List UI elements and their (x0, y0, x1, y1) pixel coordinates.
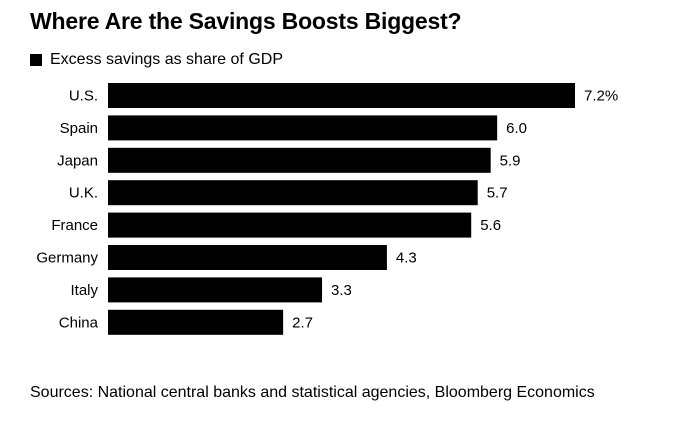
source-note: Sources: National central banks and stat… (30, 384, 595, 401)
bar (108, 83, 575, 108)
bar (108, 147, 491, 173)
bar (108, 180, 478, 206)
category-label: France (51, 217, 98, 234)
value-label: 2.7 (292, 314, 313, 331)
value-label: 5.7 (487, 185, 508, 202)
bar (108, 245, 387, 270)
legend: Excess savings as share of GDP (30, 51, 283, 69)
bar (108, 277, 323, 303)
category-label: U.K. (69, 185, 98, 202)
bar (108, 309, 284, 335)
category-label: U.S. (69, 88, 98, 105)
category-label: China (59, 314, 99, 331)
category-label: Germany (36, 250, 98, 267)
bar (108, 115, 498, 141)
value-label: 6.0 (506, 120, 527, 137)
legend-swatch (30, 54, 42, 66)
value-label: 4.3 (396, 250, 417, 267)
legend-label: Excess savings as share of GDP (50, 51, 283, 68)
value-label: 5.9 (500, 152, 521, 169)
value-label: 7.2% (584, 88, 618, 105)
category-label: Italy (70, 282, 98, 299)
chart-title: Where Are the Savings Boosts Biggest? (30, 8, 462, 34)
value-label: 5.6 (480, 217, 501, 234)
category-label: Japan (57, 152, 98, 169)
category-label: Spain (60, 120, 98, 137)
value-label: 3.3 (331, 282, 352, 299)
bar (108, 212, 472, 238)
